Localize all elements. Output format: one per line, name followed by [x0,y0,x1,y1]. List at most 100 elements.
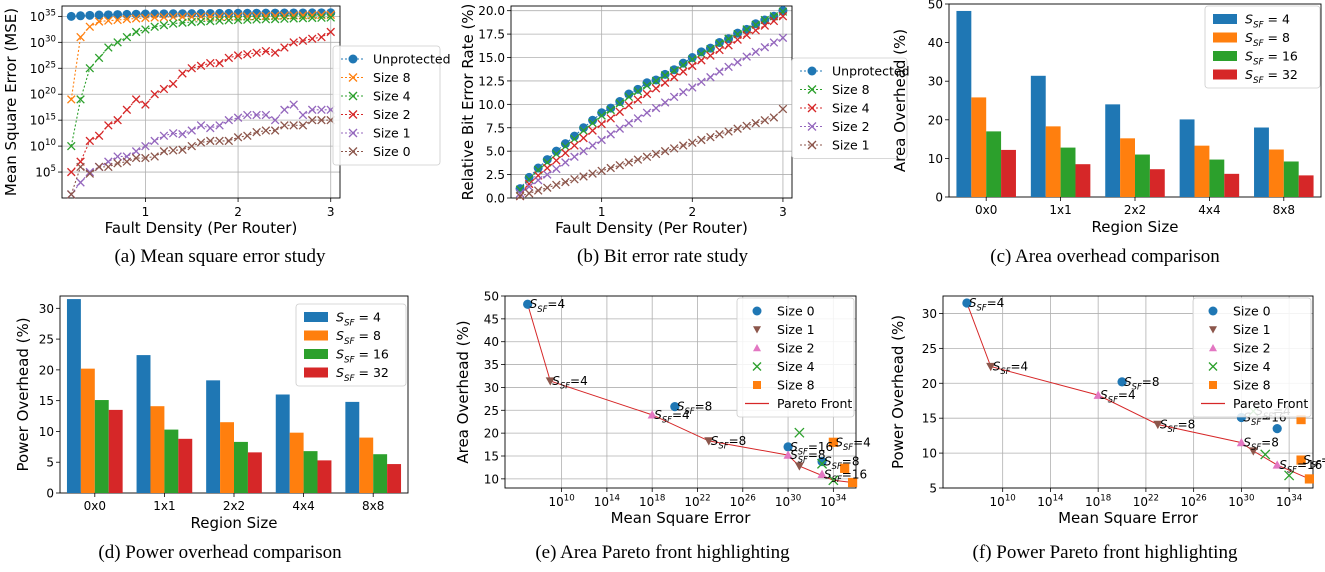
data-point [326,27,335,37]
data-point [715,130,724,139]
x-tick-label: 1022 [684,494,710,509]
data-point [252,8,262,18]
data-point [131,147,141,156]
data-point [524,182,534,192]
data-point [724,62,733,72]
legend: Size 0 Size 1 Size 2 Size 4 Size 8 Pareto Fro… [736,297,855,418]
data-point [651,76,661,86]
data-point [233,113,243,122]
y-tick-label: 10 [484,472,499,486]
data-point [196,121,206,130]
legend-swatch [1208,306,1218,316]
data-point [651,103,661,113]
data-point-stroke [67,141,76,151]
data-point-stroke [196,17,206,26]
data-point [243,50,252,59]
y-tick-label: 40 [484,335,499,349]
data-point [66,11,76,21]
caption-b: (b) Bit error rate study [577,246,748,267]
data-point [778,12,788,21]
data-point [552,149,561,159]
data-point [742,52,751,61]
data-point [113,38,122,47]
legend-swatch [348,91,358,101]
data-point [168,79,178,89]
data-point [542,155,552,165]
data-point [298,110,308,120]
data-point [159,131,169,140]
data-point-stroke [307,34,317,43]
scatter-point [783,442,793,452]
y-tick-label: 10 [39,425,54,439]
data-point-stroke [579,146,588,156]
data-point-stroke [85,22,95,32]
annotation: SSF=8 [790,448,825,465]
x-tick-label: 0x0 [84,499,106,513]
data-point-stroke [552,149,561,159]
data-point [233,8,243,18]
data-point-stroke [561,148,570,158]
bar [66,299,81,493]
bar [1194,145,1210,197]
data-point [122,9,132,19]
legend-swatch [1209,381,1217,389]
scatter-point [817,469,827,478]
data-point-stroke [104,162,113,172]
data-point [524,172,534,182]
y-tick-label: 20 [39,363,54,377]
caption-f: (f) Power Pareto front highlighting [972,542,1238,563]
data-point [94,131,104,140]
data-point [76,178,85,187]
data-point [769,113,779,122]
x-tick-label: 1 [142,205,150,219]
data-point [67,190,76,199]
data-point-stroke [76,178,85,187]
legend-label: Size 8 [777,378,815,393]
y-tick-label: 30 [922,307,937,321]
data-point-stroke [243,50,252,59]
data-point [669,92,679,102]
data-point-stroke [178,145,187,154]
bar [986,131,1002,197]
data-point [606,103,616,113]
data-point-stroke [669,66,679,75]
data-point [243,12,252,21]
data-point-stroke [326,27,335,37]
legend-label: Size 4 [373,89,411,104]
data-point [215,12,224,21]
data-point [642,81,652,90]
data-point [624,92,634,102]
scatter-point [794,427,805,438]
data-point [697,49,706,59]
data-point [196,9,206,19]
legend-label: SSF = 8 [1245,30,1290,49]
data-point [542,183,552,192]
bar [971,97,987,197]
data-point [177,9,187,19]
scatter-point [1272,460,1282,469]
data-point-stroke [252,15,261,24]
data-point [242,8,252,18]
data-point-stroke [131,14,141,23]
data-point [724,41,733,50]
legend-swatch [1213,51,1237,61]
data-point [298,13,308,23]
y-tick-label: 20 [928,113,943,127]
scatter-point [1117,377,1127,387]
data-point-stroke [113,115,122,125]
data-point-stroke [669,72,679,82]
grid [511,6,792,199]
data-point [615,97,625,107]
data-point-stroke [280,105,289,115]
data-point-stroke [515,185,525,194]
data-point-stroke [570,175,579,184]
data-point [751,19,761,29]
data-point-stroke [642,108,652,118]
legend-swatch [807,140,817,150]
data-point-stroke [298,36,308,46]
data-point-stroke [733,57,742,67]
data-point [206,123,215,133]
data-point [252,11,261,21]
data-point [688,138,697,148]
